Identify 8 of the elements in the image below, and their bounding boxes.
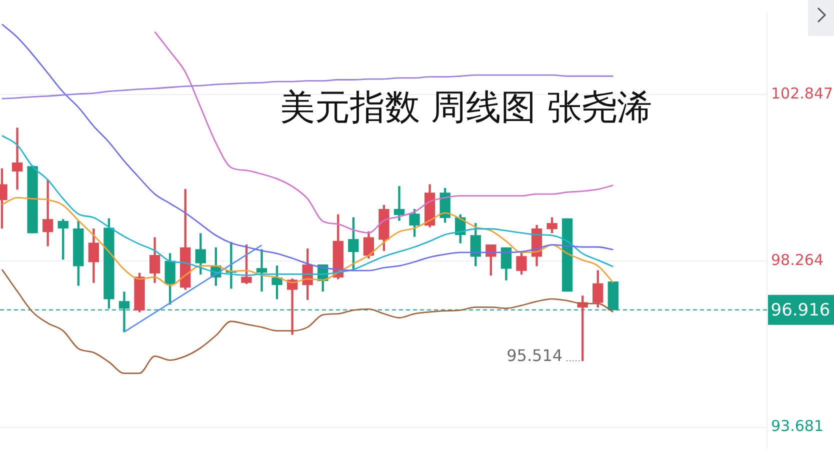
annotation: 95.514 (506, 346, 563, 365)
y-tick-label: 98.264 (771, 250, 824, 269)
ref-line-label: 96.916 (770, 300, 830, 320)
text: 美元指数 周线图 张尧浠 (280, 88, 652, 128)
candlestick (562, 218, 573, 292)
y-tick-label: 102.847 (771, 84, 834, 103)
y-tick-label: 93.681 (771, 417, 824, 436)
line-series (1, 268, 614, 374)
